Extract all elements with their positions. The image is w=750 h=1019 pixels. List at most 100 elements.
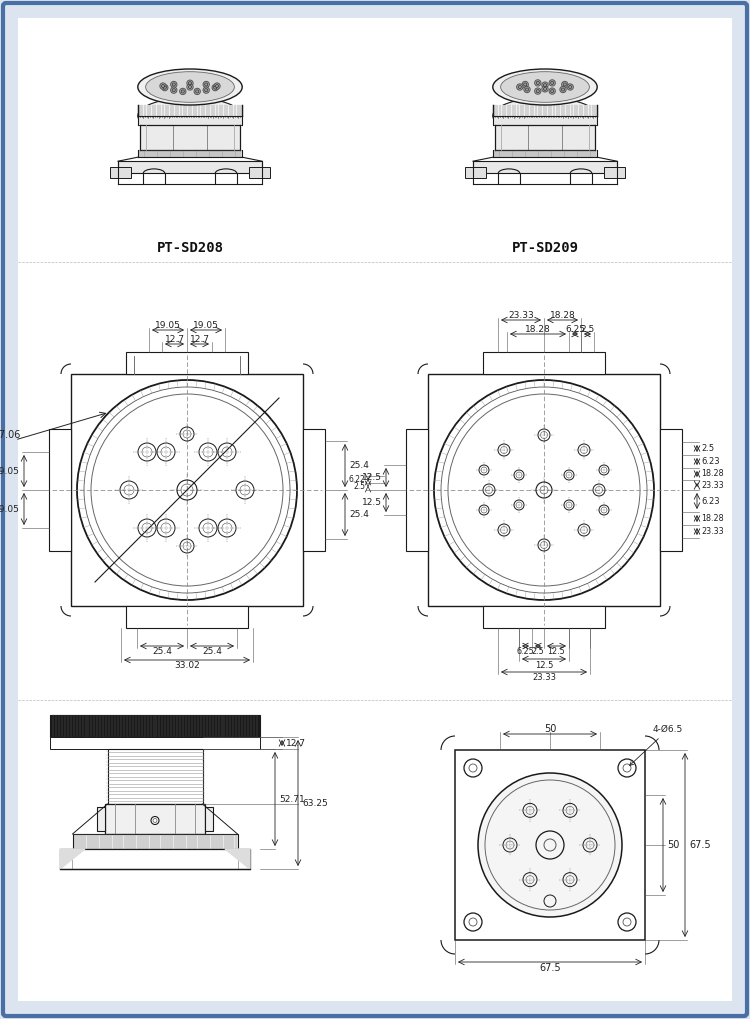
Circle shape <box>214 83 220 90</box>
Circle shape <box>215 85 218 88</box>
Circle shape <box>549 79 555 86</box>
Bar <box>494 124 528 150</box>
Text: 50: 50 <box>667 840 680 850</box>
Circle shape <box>172 89 176 92</box>
Circle shape <box>550 90 554 93</box>
Bar <box>138 105 242 116</box>
Bar <box>49 429 71 551</box>
Bar <box>50 737 260 749</box>
Bar <box>250 167 270 178</box>
Bar <box>110 167 130 178</box>
Text: 25.4: 25.4 <box>349 510 369 519</box>
Circle shape <box>196 90 199 93</box>
Text: 4-Ø6.5: 4-Ø6.5 <box>630 725 683 765</box>
Text: 19.05: 19.05 <box>0 504 20 514</box>
Text: 6.25: 6.25 <box>517 647 534 656</box>
Ellipse shape <box>493 69 597 105</box>
Text: 50: 50 <box>544 725 556 734</box>
Bar <box>483 606 605 628</box>
Text: 52.71: 52.71 <box>279 795 304 804</box>
Circle shape <box>524 87 530 93</box>
Text: 33.02: 33.02 <box>174 661 200 671</box>
Text: 12.5: 12.5 <box>535 660 554 669</box>
Bar <box>660 429 682 551</box>
Bar <box>138 116 242 124</box>
Text: 12.5: 12.5 <box>548 647 566 656</box>
Text: 19.05: 19.05 <box>193 321 219 329</box>
Text: Ø 67.06: Ø 67.06 <box>0 430 20 440</box>
Text: 6.23: 6.23 <box>701 457 720 466</box>
FancyBboxPatch shape <box>3 3 747 1016</box>
Circle shape <box>188 86 191 89</box>
Text: 12.5: 12.5 <box>362 473 382 482</box>
Text: 18.28: 18.28 <box>550 311 575 320</box>
Bar <box>528 124 562 150</box>
Bar <box>97 807 105 832</box>
Circle shape <box>542 86 548 92</box>
Text: 12.7: 12.7 <box>286 739 306 748</box>
Circle shape <box>187 84 194 90</box>
Text: 67.5: 67.5 <box>539 963 561 973</box>
Text: 2.5: 2.5 <box>353 482 365 491</box>
Circle shape <box>164 86 166 90</box>
Text: 19.05: 19.05 <box>155 321 181 329</box>
Bar <box>205 807 213 832</box>
Bar <box>140 124 173 150</box>
Text: 23.33: 23.33 <box>509 311 534 320</box>
Circle shape <box>171 82 177 88</box>
Bar <box>493 116 597 124</box>
Text: 6.23: 6.23 <box>701 496 720 505</box>
Text: 63.25: 63.25 <box>302 799 328 807</box>
Circle shape <box>180 89 186 95</box>
Circle shape <box>522 82 528 88</box>
Circle shape <box>203 87 209 94</box>
Text: 12.7: 12.7 <box>164 334 184 343</box>
Polygon shape <box>225 849 250 869</box>
Circle shape <box>542 82 548 89</box>
Circle shape <box>563 83 566 86</box>
Circle shape <box>567 84 573 90</box>
Text: 18.28: 18.28 <box>701 470 724 479</box>
Text: 6.25: 6.25 <box>565 324 585 333</box>
Polygon shape <box>60 849 85 869</box>
Bar <box>465 167 485 178</box>
Circle shape <box>536 90 539 93</box>
Circle shape <box>160 83 166 90</box>
Circle shape <box>214 86 217 90</box>
Text: 18.28: 18.28 <box>525 324 550 333</box>
Bar <box>604 167 625 178</box>
Ellipse shape <box>501 71 590 102</box>
Circle shape <box>205 89 208 92</box>
Circle shape <box>535 79 541 86</box>
Circle shape <box>205 83 208 86</box>
Circle shape <box>161 85 164 88</box>
Bar <box>493 105 597 116</box>
Text: 23.33: 23.33 <box>701 481 724 489</box>
Circle shape <box>518 86 521 89</box>
Bar <box>173 124 207 150</box>
Circle shape <box>194 89 200 95</box>
Bar <box>107 749 202 804</box>
Ellipse shape <box>138 98 242 133</box>
Bar <box>71 374 303 606</box>
Circle shape <box>172 83 176 86</box>
Bar <box>73 834 238 849</box>
Text: 2.5: 2.5 <box>532 647 544 656</box>
Circle shape <box>448 394 640 586</box>
Bar <box>493 150 597 157</box>
Circle shape <box>562 82 568 88</box>
Circle shape <box>524 83 526 86</box>
Text: 25.4: 25.4 <box>349 461 369 470</box>
Text: 19.05: 19.05 <box>0 467 20 476</box>
Bar <box>428 374 660 606</box>
Bar <box>562 124 596 150</box>
Circle shape <box>568 86 572 89</box>
Circle shape <box>162 85 168 91</box>
Text: 67.5: 67.5 <box>689 840 711 850</box>
Bar <box>138 150 242 157</box>
Circle shape <box>560 87 566 93</box>
Text: 18.28: 18.28 <box>701 514 724 523</box>
Bar <box>483 352 605 374</box>
Circle shape <box>171 87 177 94</box>
Circle shape <box>77 380 297 600</box>
